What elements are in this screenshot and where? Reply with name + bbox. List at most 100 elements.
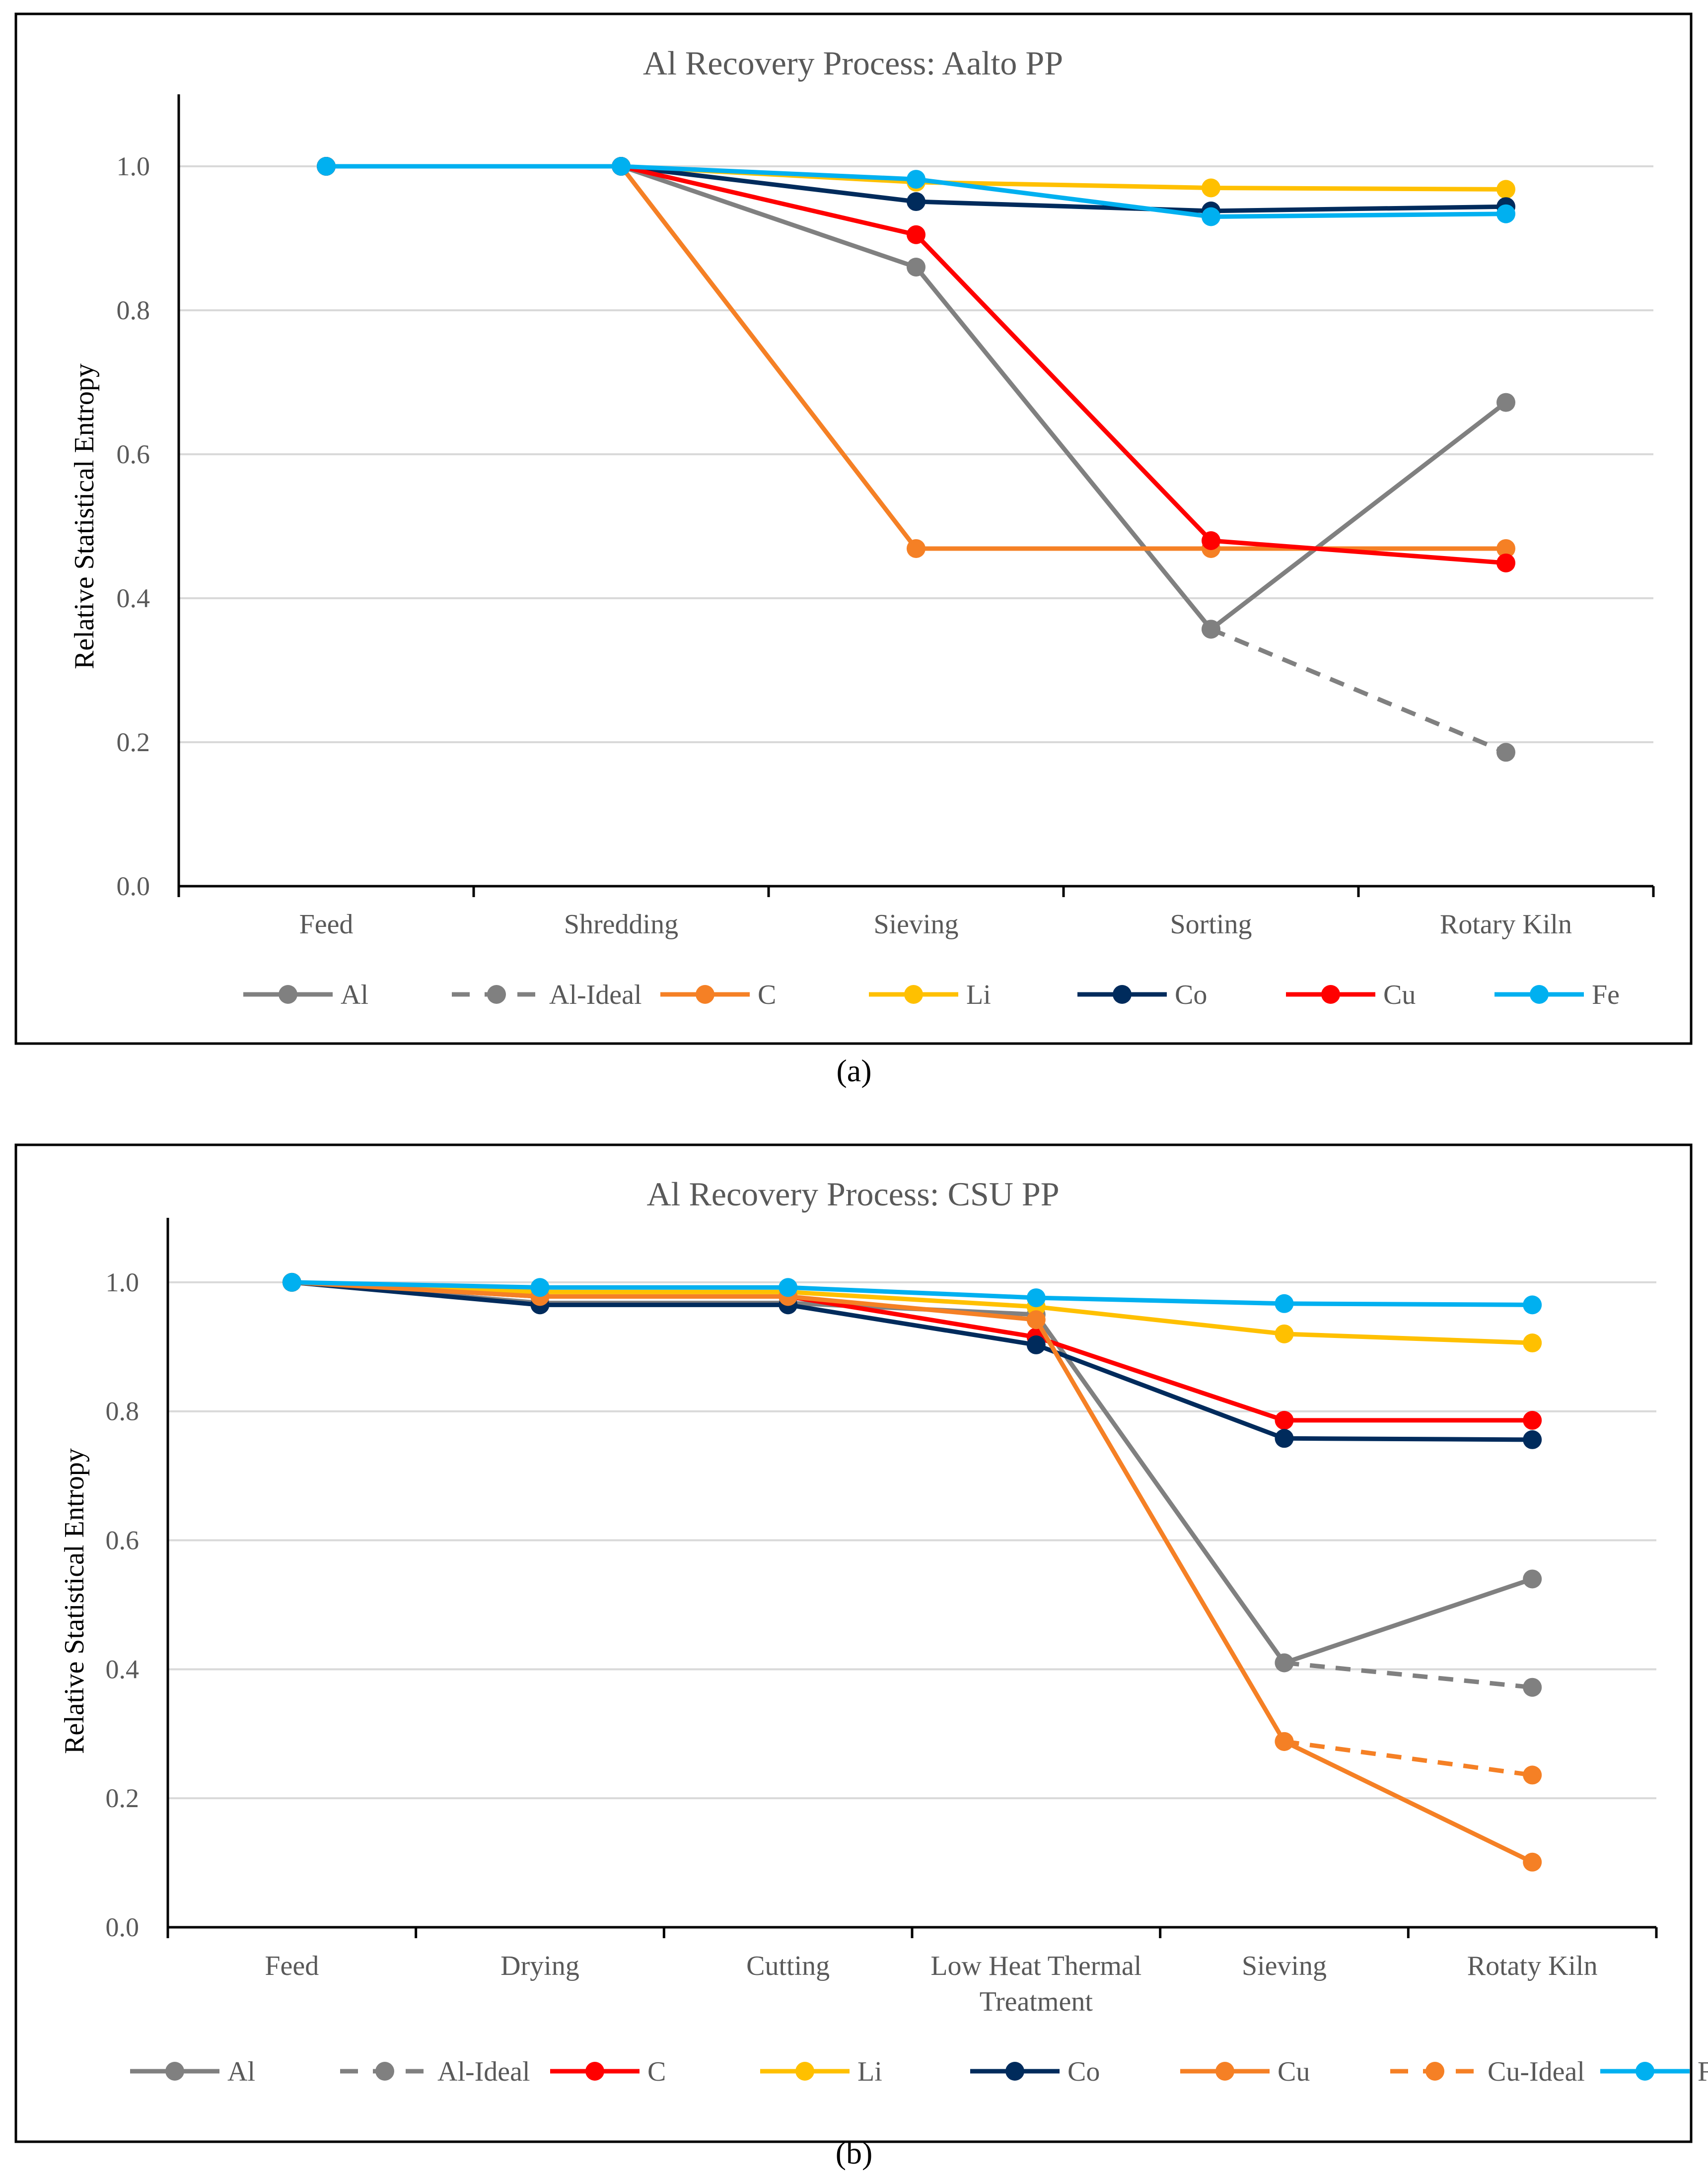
legend-label: Fe	[1698, 2056, 1708, 2087]
data-point	[1026, 1288, 1046, 1308]
ytick-label: 1.0	[117, 151, 150, 181]
category-label: Shredding	[564, 909, 678, 940]
legend-swatch-marker	[585, 2062, 604, 2081]
chart-a-frame	[14, 12, 1693, 1045]
ytick-label: 0.2	[117, 727, 150, 757]
chart-a-title: Al Recovery Process: Aalto PP	[643, 44, 1063, 82]
legend-swatch-marker	[1425, 2062, 1444, 2081]
legend-entry: Co	[1077, 980, 1207, 1010]
data-point	[907, 225, 925, 244]
chart-b-legend: Al Al-Ideal C Li Co Cu Cu-Ideal Fe	[130, 2056, 1708, 2087]
legend-label: Cu	[1383, 980, 1416, 1010]
data-point	[779, 1278, 798, 1297]
data-point	[1275, 1732, 1294, 1751]
chart-b-frame	[14, 1143, 1693, 2143]
data-point	[1202, 531, 1220, 550]
chart-a-legend: Al Al-Ideal C Li Co Cu Fe	[243, 980, 1620, 1010]
legend-entry: Li	[760, 2056, 882, 2087]
legend-entry: Fe	[1600, 2056, 1708, 2087]
ytick-label: 0.4	[117, 583, 150, 613]
category-label: Sieving	[1242, 1951, 1327, 1981]
legend-swatch-marker	[1530, 985, 1549, 1004]
data-point	[1523, 1569, 1542, 1589]
chart-a-series	[317, 157, 1515, 762]
series-al-ideal	[1275, 1653, 1542, 1697]
ytick-label: 1.0	[106, 1267, 140, 1297]
data-point	[1496, 539, 1515, 558]
data-point	[1523, 1765, 1542, 1785]
panel-b-label: (b)	[835, 2135, 873, 2171]
series-line	[1210, 627, 1507, 755]
legend-entry: Al	[130, 2056, 255, 2087]
data-point	[1275, 1324, 1294, 1343]
legend-label: Li	[857, 2056, 882, 2087]
legend-swatch-marker	[904, 985, 923, 1004]
data-point	[1523, 1295, 1542, 1315]
category-label: Sorting	[1170, 909, 1252, 940]
data-point	[1523, 1430, 1542, 1449]
series-line	[291, 1280, 1533, 1442]
legend-swatch-marker	[487, 985, 506, 1004]
legend-swatch-marker	[375, 2062, 394, 2081]
category-label: Rotary Kiln	[1440, 909, 1572, 940]
data-point	[1202, 207, 1220, 226]
legend-swatch-marker	[165, 2062, 184, 2081]
data-point	[1275, 1294, 1294, 1313]
legend-label: Al	[341, 980, 368, 1010]
legend-entry: Co	[970, 2056, 1100, 2087]
legend-entry: Al-Ideal	[340, 2056, 530, 2087]
legend-label: Li	[966, 980, 991, 1010]
legend-swatch-marker	[1005, 2062, 1024, 2081]
panel-a-label: (a)	[836, 1053, 872, 1088]
legend-label: Co	[1068, 2056, 1100, 2087]
chart-b-category-labels: Feed Drying Cutting Low Heat Thermal Treatme…	[265, 1951, 1597, 2017]
data-point	[907, 170, 925, 189]
series-line	[291, 1280, 1534, 1864]
legend-label: C	[647, 2056, 666, 2087]
chart-a-gridlines	[179, 165, 1653, 743]
data-point	[317, 157, 336, 176]
data-point	[1496, 553, 1515, 572]
legend-label: Cu-Ideal	[1488, 2056, 1585, 2087]
chart-a-ylabel: Relative Statistical Entropy	[69, 363, 100, 669]
data-point	[1202, 178, 1220, 198]
ytick-label: 0.2	[106, 1783, 140, 1813]
category-label: Sieving	[873, 909, 958, 940]
data-point	[907, 539, 925, 558]
category-label: Cutting	[746, 1951, 830, 1981]
legend-entry: Fe	[1494, 980, 1620, 1010]
series-fe	[317, 157, 1515, 226]
series-fe	[282, 1272, 1542, 1315]
legend-label: Fe	[1592, 980, 1620, 1010]
data-point	[1496, 393, 1515, 412]
data-point	[1523, 1678, 1542, 1697]
legend-label: Al-Ideal	[437, 2056, 530, 2087]
ytick-label: 0.4	[106, 1654, 140, 1684]
ytick-label: 0.0	[117, 871, 150, 901]
category-label: Drying	[500, 1951, 579, 1981]
chart-a-ytick-labels: 0.0 0.2 0.4 0.6 0.8 1.0	[117, 151, 150, 901]
data-point	[1275, 1653, 1294, 1673]
chart-a-axes	[177, 94, 1655, 897]
data-point	[1026, 1335, 1046, 1354]
data-point	[1523, 1852, 1542, 1872]
legend-label: Cu	[1278, 2056, 1310, 2087]
legend-entry: Cu-Ideal	[1390, 2056, 1585, 2087]
category-label: Rotaty Kiln	[1467, 1951, 1598, 1981]
ytick-label: 0.6	[106, 1526, 140, 1555]
legend-swatch-marker	[1321, 985, 1340, 1004]
legend-entry: Cu	[1180, 2056, 1310, 2087]
legend-label: Co	[1175, 980, 1207, 1010]
series-line	[1283, 1739, 1533, 1777]
legend-label: Al	[227, 2056, 255, 2087]
legend-swatch-marker	[279, 985, 297, 1004]
data-point	[907, 192, 925, 211]
category-label: Feed	[299, 909, 354, 940]
legend-entry: Cu	[1286, 980, 1416, 1010]
series-line	[291, 1280, 1533, 1307]
data-point	[530, 1278, 550, 1297]
data-point	[1496, 743, 1515, 762]
chart-a-category-labels: Feed Shredding Sieving Sorting Rotary Kiln	[299, 909, 1572, 940]
legend-entry: Al	[243, 980, 368, 1010]
legend-entry: C	[660, 980, 776, 1010]
